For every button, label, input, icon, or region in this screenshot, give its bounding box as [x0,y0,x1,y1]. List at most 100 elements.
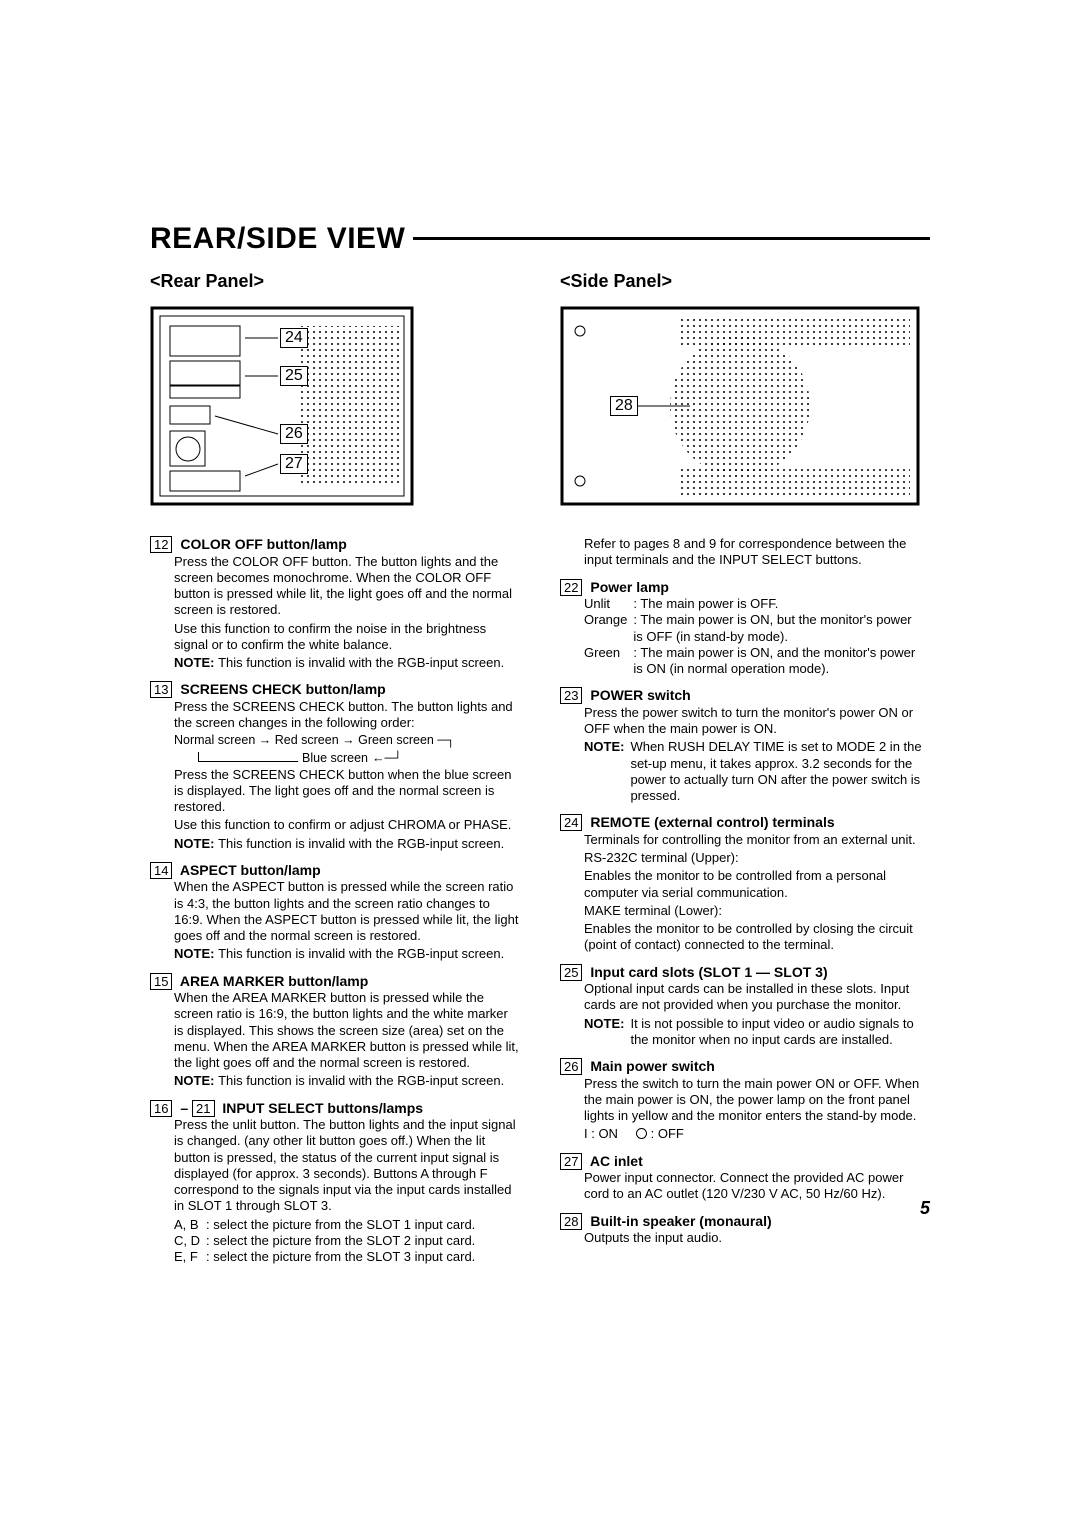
power-off-circle-icon [636,1128,647,1139]
callout-24: 24 [280,328,308,348]
p-13-2: Press the SCREENS CHECK button when the … [174,767,520,816]
item-27: 27 AC inlet Power input connector. Conne… [560,1153,930,1203]
item-25: 25 Input card slots (SLOT 1 — SLOT 3) Op… [560,964,930,1049]
num-22: 22 [560,579,582,596]
seq-normal: Normal screen [174,733,255,747]
item-28-body: Outputs the input audio. [560,1230,930,1246]
def-ef-v: : select the picture from the SLOT 3 inp… [206,1249,481,1265]
item-14-head: 14 ASPECT button/lamp [150,862,520,880]
def-row: Green: The main power is ON, and the mon… [584,645,930,678]
callout-25: 25 [280,366,308,386]
callout-27: 27 [280,454,308,474]
item-13-body: Press the SCREENS CHECK button. The butt… [150,699,520,852]
p-12-0: Press the COLOR OFF button. The button l… [174,554,520,619]
page-number: 5 [920,1197,930,1220]
def-unlit-k: Unlit [584,596,633,612]
item-26-body: Press the switch to turn the main power … [560,1076,930,1143]
title-28: Built-in speaker (monaural) [590,1213,771,1229]
title-22: Power lamp [590,579,669,595]
note-12: NOTE: This function is invalid with the … [174,655,520,671]
title-13: SCREENS CHECK button/lamp [180,681,385,697]
num-27: 27 [560,1153,582,1170]
right-intro: Refer to pages 8 and 9 for correspondenc… [560,536,930,569]
main-title-text: REAR/SIDE VIEW [150,220,405,258]
p-27-0: Power input connector. Connect the provi… [584,1170,930,1203]
item-12: 12 COLOR OFF button/lamp Press the COLOR… [150,536,520,671]
p-15-0: When the AREA MARKER button is pressed w… [174,990,520,1071]
title-16: INPUT SELECT buttons/lamps [222,1100,423,1116]
num-28: 28 [560,1213,582,1230]
num-26: 26 [560,1058,582,1075]
seq-arrow-back-icon: ←─┘ [372,751,402,767]
item-16-21: 16 – 21 INPUT SELECT buttons/lamps Press… [150,1100,520,1266]
note-14: NOTE: This function is invalid with the … [174,946,520,962]
def-ab-v: : select the picture from the SLOT 1 inp… [206,1217,481,1233]
left-column: <Rear Panel> [150,270,520,1276]
item-27-body: Power input connector. Connect the provi… [560,1170,930,1203]
item-24-head: 24 REMOTE (external control) terminals [560,814,930,832]
item-22: 22 Power lamp Unlit: The main power is O… [560,579,930,678]
note-23: NOTE: When RUSH DELAY TIME is set to MOD… [584,739,930,804]
def-row: A, B: select the picture from the SLOT 1… [174,1217,481,1233]
page-main-title: REAR/SIDE VIEW [150,220,930,258]
def-row: Unlit: The main power is OFF. [584,596,930,612]
item-16-body: Press the unlit button. The button light… [150,1117,520,1265]
note-label-23: NOTE: [584,739,630,804]
p-25-0: Optional input cards can be installed in… [584,981,930,1014]
def-cd-v: : select the picture from the SLOT 2 inp… [206,1233,481,1249]
item-28: 28 Built-in speaker (monaural) Outputs t… [560,1213,930,1247]
item-16-head: 16 – 21 INPUT SELECT buttons/lamps [150,1100,520,1118]
onoff-off: : OFF [651,1126,684,1141]
note-13-text: This function is invalid with the RGB-in… [218,836,504,851]
item-15-body: When the AREA MARKER button is pressed w… [150,990,520,1090]
p-26-0: Press the switch to turn the main power … [584,1076,930,1125]
seq-blue: Blue screen [302,751,368,767]
rear-panel-heading: <Rear Panel> [150,270,520,293]
defs-16: A, B: select the picture from the SLOT 1… [174,1217,481,1266]
num-16: 16 [150,1100,172,1117]
def-row: Orange: The main power is ON, but the mo… [584,612,930,645]
item-12-body: Press the COLOR OFF button. The button l… [150,554,520,672]
note-label-15: NOTE: [174,1073,218,1088]
num-14: 14 [150,862,172,879]
note-14-text: This function is invalid with the RGB-in… [218,946,504,961]
item-23-head: 23 POWER switch [560,687,930,705]
note-label-13: NOTE: [174,836,218,851]
def-ab-k: A, B [174,1217,206,1233]
item-25-head: 25 Input card slots (SLOT 1 — SLOT 3) [560,964,930,982]
num-15: 15 [150,973,172,990]
item-13: 13 SCREENS CHECK button/lamp Press the S… [150,681,520,852]
rear-panel-figure: 24 25 26 27 [150,306,460,516]
def-row: C, D: select the picture from the SLOT 2… [174,1233,481,1249]
note-12-text: This function is invalid with the RGB-in… [218,655,504,670]
item-13-head: 13 SCREENS CHECK button/lamp [150,681,520,699]
note-label-14: NOTE: [174,946,218,961]
num-13: 13 [150,681,172,698]
num-24: 24 [560,814,582,831]
num-25: 25 [560,964,582,981]
def-orange-v: : The main power is ON, but the monitor'… [633,612,930,645]
p-24-0: Terminals for controlling the monitor fr… [584,832,930,848]
item-14: 14 ASPECT button/lamp When the ASPECT bu… [150,862,520,963]
note-25-text: It is not possible to input video or aud… [630,1016,930,1049]
side-panel-heading: <Side Panel> [560,270,930,293]
item-23-body: Press the power switch to turn the monit… [560,705,930,805]
seq-green: Green screen [358,733,434,747]
note-13: NOTE: This function is invalid with the … [174,836,520,852]
title-rule [413,237,930,240]
num-12: 12 [150,536,172,553]
right-column: <Side Panel> 28 [560,270,930,1276]
onoff-on: I : ON [584,1126,618,1141]
callout-28: 28 [610,396,638,416]
item-28-head: 28 Built-in speaker (monaural) [560,1213,930,1231]
item-15: 15 AREA MARKER button/lamp When the AREA… [150,973,520,1090]
p-12-1: Use this function to confirm the noise i… [174,621,520,654]
note-label-25: NOTE: [584,1016,630,1049]
title-26: Main power switch [590,1058,714,1074]
def-green-v: : The main power is ON, and the monitor'… [633,645,930,678]
joiner-16-21: – [180,1100,188,1116]
p-14-0: When the ASPECT button is pressed while … [174,879,520,944]
callout-26: 26 [280,424,308,444]
side-panel-figure: 28 [560,306,920,516]
note-15-text: This function is invalid with the RGB-in… [218,1073,504,1088]
